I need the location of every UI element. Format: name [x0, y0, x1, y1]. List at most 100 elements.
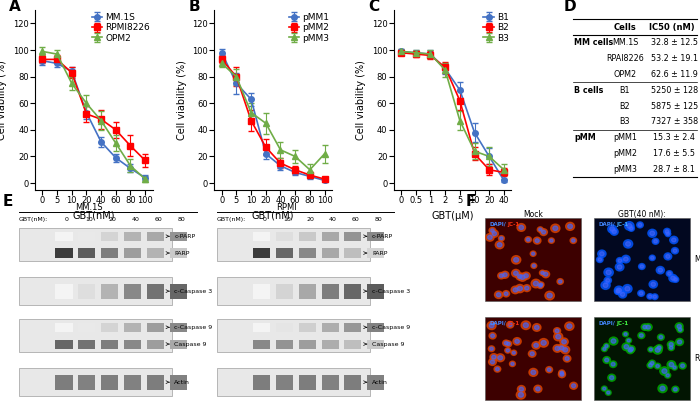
- Circle shape: [610, 361, 617, 368]
- Bar: [124, 375, 141, 390]
- Bar: [19, 277, 172, 305]
- Text: 20: 20: [108, 217, 116, 222]
- Bar: [485, 317, 581, 400]
- Circle shape: [514, 257, 519, 262]
- Circle shape: [491, 230, 498, 237]
- Text: 60: 60: [154, 217, 162, 222]
- Circle shape: [507, 322, 514, 328]
- Circle shape: [565, 322, 574, 330]
- Circle shape: [609, 337, 618, 345]
- Circle shape: [671, 248, 678, 254]
- Bar: [321, 339, 339, 349]
- Circle shape: [538, 227, 543, 232]
- Legend: pMM1, pMM2, pMM3: pMM1, pMM2, pMM3: [288, 12, 330, 44]
- Bar: [124, 339, 141, 349]
- Circle shape: [628, 348, 632, 352]
- Circle shape: [539, 339, 548, 347]
- Circle shape: [491, 355, 496, 359]
- Circle shape: [673, 366, 676, 369]
- Circle shape: [496, 354, 505, 362]
- Bar: [253, 339, 270, 349]
- Circle shape: [667, 361, 676, 368]
- Bar: [169, 339, 187, 349]
- Circle shape: [624, 222, 634, 230]
- Circle shape: [546, 367, 552, 373]
- Circle shape: [488, 235, 492, 239]
- Circle shape: [666, 374, 669, 377]
- Text: pMM3: pMM3: [613, 165, 637, 174]
- Bar: [344, 323, 361, 332]
- Circle shape: [504, 292, 508, 295]
- Circle shape: [598, 250, 606, 257]
- Circle shape: [531, 370, 536, 375]
- Text: 80: 80: [177, 217, 185, 222]
- Circle shape: [629, 227, 633, 230]
- Circle shape: [540, 270, 545, 275]
- Circle shape: [604, 268, 613, 277]
- Text: 32.8 ± 12.5: 32.8 ± 12.5: [651, 38, 698, 47]
- Circle shape: [529, 368, 538, 376]
- Circle shape: [677, 327, 683, 333]
- Circle shape: [612, 230, 617, 234]
- Circle shape: [650, 361, 654, 365]
- Circle shape: [615, 263, 624, 271]
- Bar: [124, 248, 141, 258]
- Circle shape: [547, 368, 551, 371]
- Bar: [276, 284, 293, 299]
- Circle shape: [517, 390, 526, 399]
- Bar: [299, 284, 316, 299]
- Circle shape: [536, 387, 540, 391]
- Circle shape: [608, 225, 617, 233]
- Circle shape: [640, 265, 643, 268]
- Circle shape: [535, 239, 539, 242]
- Circle shape: [517, 275, 522, 278]
- Circle shape: [641, 324, 648, 330]
- Text: PARP: PARP: [372, 251, 387, 255]
- Bar: [299, 232, 316, 241]
- Circle shape: [550, 239, 553, 242]
- Circle shape: [524, 274, 528, 278]
- Circle shape: [668, 345, 674, 350]
- Circle shape: [608, 374, 615, 381]
- Text: 80: 80: [374, 217, 382, 222]
- Text: GBT(40 nM):: GBT(40 nM):: [618, 210, 666, 219]
- Bar: [344, 339, 361, 349]
- Bar: [101, 375, 118, 390]
- Circle shape: [557, 279, 564, 284]
- Circle shape: [559, 346, 564, 350]
- Circle shape: [563, 348, 568, 352]
- Bar: [368, 284, 384, 299]
- Circle shape: [544, 272, 548, 276]
- Circle shape: [624, 257, 628, 261]
- Circle shape: [643, 325, 647, 329]
- Circle shape: [651, 282, 656, 286]
- Circle shape: [499, 274, 503, 277]
- Circle shape: [650, 255, 655, 261]
- Circle shape: [565, 357, 569, 361]
- Text: B: B: [188, 0, 200, 14]
- Legend: MM.1S, RPMI8226, OPM2: MM.1S, RPMI8226, OPM2: [90, 12, 150, 44]
- Text: IC50 (nM): IC50 (nM): [649, 22, 694, 31]
- Circle shape: [656, 345, 662, 351]
- Circle shape: [624, 333, 627, 336]
- Text: 53.2 ± 19.1: 53.2 ± 19.1: [651, 54, 698, 63]
- Circle shape: [598, 258, 601, 261]
- Circle shape: [538, 282, 544, 287]
- Text: GBT(nM):: GBT(nM):: [19, 217, 48, 222]
- Circle shape: [649, 360, 655, 366]
- Text: Cells: Cells: [614, 22, 636, 31]
- Circle shape: [638, 264, 645, 269]
- Bar: [321, 232, 339, 241]
- Circle shape: [669, 343, 673, 346]
- Circle shape: [647, 294, 653, 299]
- Circle shape: [648, 295, 652, 298]
- Circle shape: [498, 356, 503, 360]
- Circle shape: [496, 293, 501, 297]
- Circle shape: [673, 277, 679, 282]
- Bar: [344, 375, 361, 390]
- Bar: [101, 339, 118, 349]
- Circle shape: [604, 277, 611, 284]
- Bar: [124, 232, 141, 241]
- Circle shape: [523, 285, 531, 292]
- Bar: [147, 248, 164, 258]
